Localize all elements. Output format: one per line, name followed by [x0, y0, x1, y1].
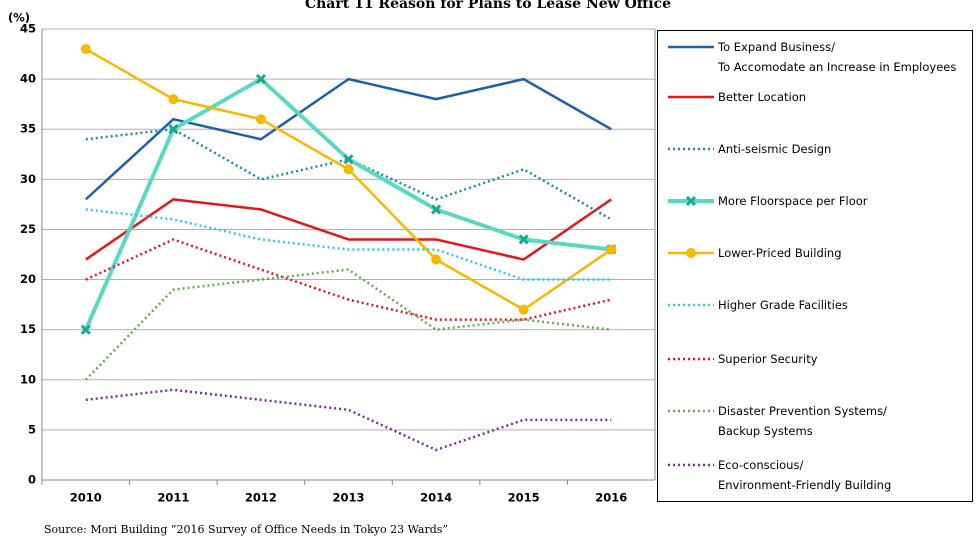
legend-label: Disaster Prevention Systems/ Backup Syst…	[718, 404, 887, 438]
x-tick-label: 2013	[332, 491, 364, 505]
series-line	[85, 198, 612, 261]
marker	[431, 254, 442, 265]
series-line	[84, 77, 612, 201]
legend: To Expand Business/ To Accomodate an Inc…	[657, 30, 973, 502]
legend-label: Eco-conscious/ Environment-Friendly Buil…	[718, 458, 892, 492]
y-tick-label: 25	[20, 222, 36, 236]
y-tick-label: 40	[20, 72, 36, 86]
y-tick-label: 10	[20, 372, 36, 386]
marker	[431, 204, 442, 215]
marker	[80, 44, 91, 55]
marker	[168, 94, 179, 105]
marker	[80, 324, 91, 335]
marker	[343, 164, 354, 175]
legend-label: Better Location	[718, 90, 807, 104]
y-tick-label: 15	[20, 322, 36, 336]
x-tick-label: 2011	[157, 491, 189, 505]
legend-label: More Floorspace per Floor	[718, 194, 868, 208]
legend-swatch	[668, 195, 714, 207]
y-axis-label: (%)	[8, 11, 30, 25]
legend-label: Higher Grade Facilities	[718, 298, 848, 312]
legend-swatch	[668, 45, 714, 49]
legend-swatch	[668, 357, 714, 361]
legend-swatch	[668, 409, 714, 413]
legend-label: Lower-Priced Building	[718, 246, 842, 260]
marker	[168, 124, 179, 135]
x-tick-label: 2012	[245, 491, 277, 505]
marker	[255, 114, 266, 125]
marker	[518, 234, 529, 245]
legend-swatch	[668, 248, 714, 258]
marker	[343, 154, 354, 165]
chart-title: Chart 11 Reason for Plans to Lease New O…	[305, 0, 671, 12]
legend-swatch	[668, 95, 714, 99]
x-tick-label: 2016	[595, 491, 627, 505]
legend-label: Anti-seismic Design	[718, 142, 832, 156]
series-line	[85, 238, 612, 321]
x-tick-label: 2015	[508, 491, 540, 505]
x-tick-label: 2014	[420, 491, 452, 505]
y-tick-label: 30	[20, 172, 36, 186]
y-tick-label: 35	[20, 122, 36, 136]
marker	[255, 74, 266, 85]
series-line	[85, 388, 612, 452]
legend-marker	[686, 248, 696, 258]
legend-swatch	[668, 147, 714, 151]
series-line	[84, 268, 612, 381]
legend-swatch	[668, 303, 714, 307]
y-tick-label: 45	[20, 22, 36, 36]
y-tick-label: 20	[20, 272, 36, 286]
source: Source: Mori Building “2016 Survey of Of…	[44, 523, 448, 536]
legend-label: Superior Security	[718, 352, 818, 366]
series-line	[85, 208, 612, 281]
marker	[518, 304, 529, 315]
legend-marker	[685, 195, 697, 207]
legend-label: To Expand Business/ To Accomodate an Inc…	[718, 40, 957, 74]
legend-swatch	[668, 463, 714, 467]
y-tick-label: 5	[28, 422, 36, 436]
marker	[606, 244, 617, 255]
y-tick-label: 0	[28, 473, 36, 487]
x-tick-label: 2010	[70, 491, 102, 505]
